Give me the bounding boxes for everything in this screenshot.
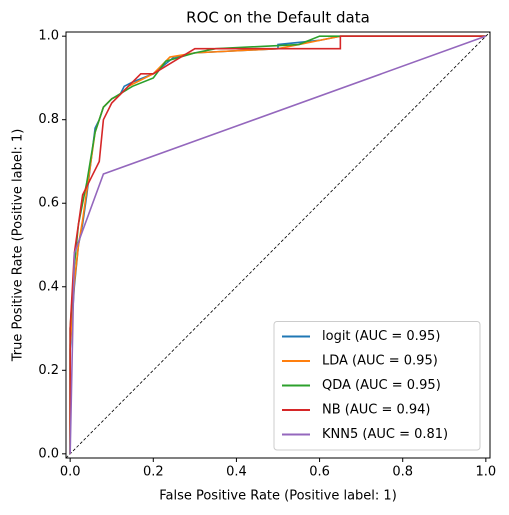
legend-label: QDA (AUC = 0.95) (322, 378, 441, 393)
legend-label: KNN5 (AUC = 0.81) (322, 427, 448, 442)
chart-title: ROC on the Default data (186, 9, 370, 27)
chance-line (65, 31, 491, 459)
y-tick-label: 0.8 (38, 112, 59, 127)
x-tick-label: 0.4 (226, 465, 247, 480)
x-tick-label: 0.0 (60, 465, 81, 480)
roc-curve (69, 35, 486, 454)
x-tick-label: 1.0 (475, 465, 496, 480)
y-axis-label: True Positive Rate (Positive label: 1) (11, 129, 26, 363)
y-tick-label: 0.0 (38, 446, 59, 461)
legend-label: NB (AUC = 0.94) (322, 403, 431, 418)
x-axis-label: False Positive Rate (Positive label: 1) (159, 489, 397, 504)
legend-label: logit (AUC = 0.95) (322, 329, 440, 344)
y-tick-label: 0.6 (38, 196, 59, 211)
legend-box (273, 321, 481, 451)
x-tick-label: 0.8 (392, 465, 413, 480)
y-tick-label: 0.2 (38, 363, 59, 378)
x-tick-label: 0.2 (143, 465, 164, 480)
plot-frame (65, 31, 491, 459)
roc-curve (69, 35, 487, 454)
x-tick-label: 0.6 (309, 465, 330, 480)
legend-label: LDA (AUC = 0.95) (322, 354, 438, 369)
y-tick-label: 1.0 (38, 29, 59, 44)
y-tick-label: 0.4 (38, 279, 59, 294)
